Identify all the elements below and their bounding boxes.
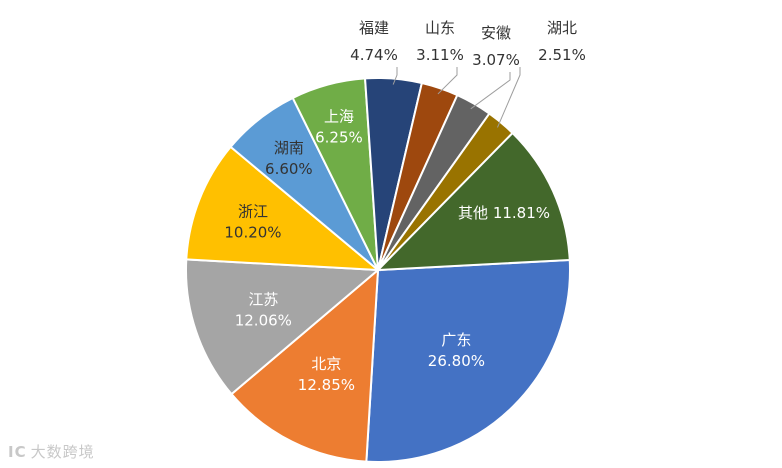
- slice-percent-1: 12.85%: [298, 376, 355, 394]
- slice-name-3: 浙江: [238, 203, 268, 221]
- slice-percent-0: 26.80%: [428, 352, 485, 370]
- slice-label-6: 福建 4.74%: [350, 19, 398, 64]
- watermark-logo: IC: [8, 443, 27, 461]
- leader-line-6: [392, 67, 398, 85]
- slice-label-0: 广东 26.80%: [428, 331, 485, 370]
- slice-name-7: 山东: [425, 19, 455, 37]
- pie-slice-0: [365, 258, 571, 463]
- slice-label-1: 北京 12.85%: [298, 355, 355, 394]
- slice-percent-4: 6.60%: [265, 160, 313, 178]
- slice-percent-6: 4.74%: [350, 46, 398, 64]
- leader-line-8: [470, 72, 511, 110]
- slice-label-9: 湖北 2.51%: [538, 19, 586, 64]
- pie-slice-10: [375, 131, 571, 272]
- slice-name-8: 安徽: [481, 24, 511, 42]
- slice-name-4: 湖南: [274, 139, 304, 157]
- pie-slice-1: [230, 267, 380, 463]
- slice-percent-8: 3.07%: [472, 51, 520, 69]
- slice-label-8: 安徽 3.07%: [472, 24, 520, 69]
- slice-percent-2: 12.06%: [235, 311, 292, 329]
- slice-label-10: 其他 11.81%: [458, 204, 550, 222]
- slice-name-9: 湖北: [547, 19, 577, 37]
- slice-percent-3: 10.20%: [224, 224, 281, 242]
- slice-name-2: 江苏: [248, 290, 278, 308]
- slice-label-3: 浙江 10.20%: [224, 203, 281, 242]
- slice-name-5: 上海: [324, 107, 354, 125]
- slice-name-6: 福建: [359, 19, 389, 37]
- slice-label-4: 湖南 6.60%: [265, 139, 313, 178]
- slice-percent-7: 3.11%: [416, 46, 464, 64]
- slice-percent-9: 2.51%: [538, 46, 586, 64]
- slice-name-0: 广东: [441, 331, 471, 349]
- slice-label-2: 江苏 12.06%: [235, 290, 292, 329]
- slice-name-10: 其他 11.81%: [458, 204, 550, 222]
- slice-percent-5: 6.25%: [315, 128, 363, 146]
- watermark-text: 大数跨境: [30, 443, 95, 461]
- slice-name-1: 北京: [311, 355, 341, 373]
- watermark: IC 大数跨境: [8, 441, 95, 462]
- slice-label-7: 山东 3.11%: [416, 19, 464, 64]
- pie-slice-3: [185, 145, 381, 272]
- leader-line-7: [437, 67, 458, 95]
- leader-line-9: [497, 67, 521, 128]
- pie-slice-2: [185, 258, 381, 396]
- slice-label-5: 上海 6.25%: [315, 107, 363, 146]
